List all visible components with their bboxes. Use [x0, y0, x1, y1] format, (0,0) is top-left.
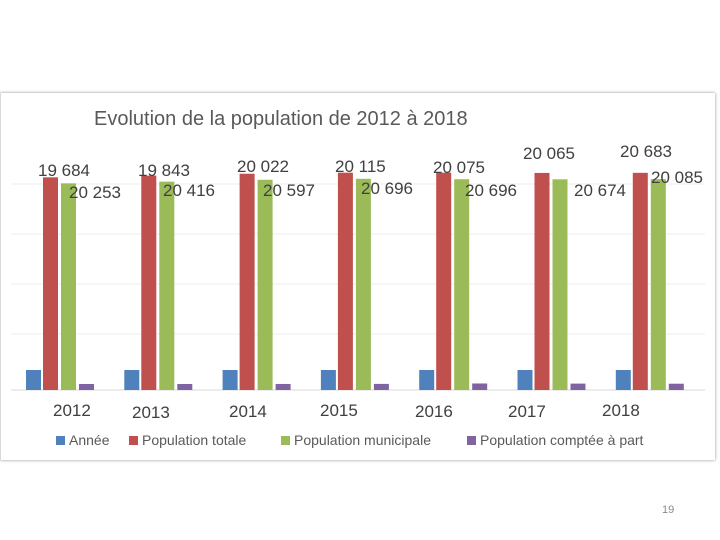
data-label-upper-2018: 20 683: [620, 142, 672, 161]
legend-swatch-ann-e: [56, 436, 65, 445]
data-label-lower-2014: 20 597: [263, 181, 315, 200]
bar-population-compt-e-part-2014: [275, 383, 291, 390]
data-label-lower-2017: 20 674: [574, 181, 626, 200]
data-label-upper-2015: 20 115: [335, 157, 386, 176]
data-label-upper-2014: 20 022: [237, 157, 289, 176]
bar-ann-e-2017: [517, 370, 533, 390]
legend-swatch-population-totale: [129, 436, 138, 445]
bar-population-municipale-2017: [552, 179, 568, 390]
chart-title: Evolution de la population de 2012 à 201…: [94, 108, 468, 130]
bar-ann-e-2014: [222, 370, 238, 390]
data-label-upper-2012: 19 684: [38, 161, 90, 180]
bar-ann-e-2012: [26, 370, 41, 390]
bar-population-compt-e-part-2012: [79, 384, 94, 390]
bar-population-municipale-2014: [257, 179, 273, 390]
category-label-2013: 2013: [132, 403, 170, 422]
chart-canvas: Evolution de la population de 2012 à 201…: [11, 108, 705, 448]
bar-population-totale-2017: [534, 172, 550, 390]
bar-population-totale-2014: [239, 173, 255, 390]
bar-population-municipale-2015: [355, 178, 371, 390]
legend-swatch-population-compt-e-part: [467, 436, 476, 445]
bar-population-totale-2018: [632, 172, 648, 390]
bar-ann-e-2013: [124, 370, 140, 390]
bar-population-compt-e-part-2015: [373, 383, 389, 390]
bar-population-municipale-2016: [454, 179, 470, 390]
category-label-2016: 2016: [415, 402, 453, 421]
category-label-2018: 2018: [602, 401, 640, 420]
bar-population-totale-2016: [436, 172, 452, 390]
data-label-upper-2016: 20 075: [433, 158, 485, 177]
bar-population-compt-e-part-2016: [472, 383, 488, 390]
bar-ann-e-2016: [419, 370, 435, 390]
data-label-lower-2018: 20 085: [651, 168, 703, 187]
bar-population-municipale-2013: [159, 181, 175, 390]
bar-population-compt-e-part-2013: [177, 383, 193, 390]
legend-label-ann-e: Année: [69, 432, 110, 448]
category-label-2012: 2012: [53, 401, 91, 420]
legend: Année Population totale Population municip…: [56, 432, 644, 448]
data-label-lower-2016: 20 696: [465, 181, 517, 200]
category-label-2014: 2014: [229, 402, 267, 421]
legend-label-population-totale: Population totale: [142, 432, 247, 448]
bar-ann-e-2018: [615, 370, 631, 390]
category-label-2015: 2015: [320, 401, 358, 420]
page-number: 19: [662, 504, 675, 516]
bar-population-municipale-2018: [650, 179, 666, 390]
bar-population-totale-2015: [337, 172, 353, 390]
data-label-upper-2017: 20 065: [523, 144, 575, 163]
data-label-lower-2012: 20 253: [69, 183, 121, 202]
data-label-lower-2015: 20 696: [361, 179, 413, 198]
bar-population-compt-e-part-2018: [668, 383, 684, 390]
bar-population-totale-2013: [141, 175, 157, 390]
bar-population-municipale-2012: [61, 183, 76, 390]
legend-swatch-population-municipale: [281, 436, 290, 445]
bar-ann-e-2015: [320, 370, 336, 390]
bar-population-totale-2012: [43, 177, 58, 390]
legend-label-population-municipale: Population municipale: [294, 432, 431, 448]
bar-population-compt-e-part-2017: [570, 383, 586, 390]
category-label-2017: 2017: [508, 402, 546, 421]
bars: [26, 172, 684, 390]
legend-label-population-compt-e-part: Population comptée à part: [480, 432, 644, 448]
data-label-upper-2013: 19 843: [138, 161, 190, 180]
chart-panel: Evolution de la population de 2012 à 201…: [0, 93, 715, 460]
category-labels: 2012 2013 2014 2015 2016 2017 2018: [53, 401, 640, 422]
data-label-lower-2013: 20 416: [163, 181, 215, 200]
